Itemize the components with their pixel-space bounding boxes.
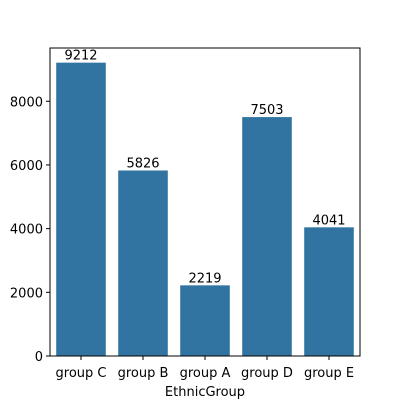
bar-group-d (242, 117, 292, 356)
data-labels-group: 9212 5826 2219 7503 4041 (64, 49, 345, 287)
bar-group-b (118, 170, 168, 356)
bar-group-c (56, 62, 106, 357)
data-label-group-d: 7503 (250, 103, 283, 118)
bar-group-e (304, 227, 354, 356)
x-tick-label-group-a: group A (180, 366, 231, 381)
x-axis: group C group B group A group D group E (56, 356, 354, 381)
y-tick-label-8000: 8000 (10, 95, 43, 110)
y-tick-label-0: 0 (35, 350, 43, 365)
data-label-group-c: 9212 (64, 49, 97, 64)
x-tick-label-group-e: group E (304, 366, 354, 381)
data-label-group-b: 5826 (126, 156, 159, 171)
y-tick-label-4000: 4000 (10, 223, 43, 238)
plot-frame (49, 47, 361, 357)
data-label-group-e: 4041 (312, 213, 345, 228)
x-tick-label-group-d: group D (241, 366, 293, 381)
y-tick-label-2000: 2000 (10, 286, 43, 301)
y-tick-label-6000: 6000 (10, 159, 43, 174)
bars-group (56, 62, 354, 357)
y-axis: 0 2000 4000 6000 8000 (10, 95, 50, 365)
bar-group-a (180, 285, 230, 356)
x-tick-label-group-c: group C (56, 366, 107, 381)
x-tick-label-group-b: group B (118, 366, 169, 381)
x-axis-label: EthnicGroup (165, 385, 245, 400)
data-label-group-a: 2219 (188, 271, 221, 286)
